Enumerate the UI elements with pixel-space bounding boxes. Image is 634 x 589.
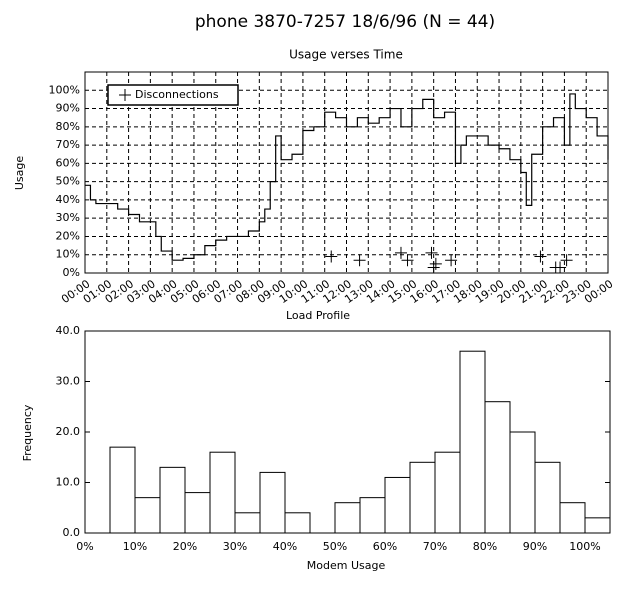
x-tick-label: 90%	[523, 540, 547, 553]
x-tick-label: 20%	[173, 540, 197, 553]
x-tick-label: 60%	[373, 540, 397, 553]
x-tick-label: 0%	[76, 540, 93, 553]
histogram-bar	[159, 466, 186, 534]
x-tick-label: 80%	[473, 540, 497, 553]
y-tick-label: 50%	[56, 175, 80, 188]
chart-title: Usage verses Time	[289, 48, 403, 62]
page-title: phone 3870-7257 18/6/96 (N = 44)	[195, 12, 495, 32]
disconnection-marker	[534, 250, 547, 263]
histogram-bar	[259, 471, 286, 534]
y-tick-label: 90%	[56, 102, 80, 115]
x-tick-label: 30%	[223, 540, 247, 553]
y-tick-label: 20.0	[56, 425, 81, 438]
histogram-bar	[184, 492, 211, 534]
histogram-bar	[284, 512, 311, 534]
disconnection-marker	[425, 246, 438, 259]
y-tick-label: 20%	[56, 229, 80, 242]
disconnection-marker	[560, 254, 573, 267]
legend-label: Disconnections	[135, 88, 219, 101]
histogram-bar	[434, 451, 461, 534]
histogram-bar	[334, 502, 361, 534]
histogram-bar	[459, 350, 486, 534]
disconnection-marker	[427, 261, 440, 274]
x-axis-label: Modem Usage	[307, 559, 386, 572]
histogram-bar	[484, 401, 511, 534]
x-tick-label: 40%	[273, 540, 297, 553]
histogram-bar	[384, 476, 411, 534]
disconnection-marker	[554, 261, 567, 274]
y-tick-label: 40%	[56, 193, 80, 206]
y-tick-label: 0.0	[63, 526, 81, 539]
x-tick-label: 50%	[323, 540, 347, 553]
y-tick-label: 30.0	[56, 375, 81, 388]
disconnection-marker	[394, 246, 407, 259]
x-tick-label: 70%	[423, 540, 447, 553]
y-tick-label: 30%	[56, 211, 80, 224]
histogram-bar	[134, 497, 161, 534]
histogram-bar	[109, 446, 136, 534]
histogram-bar	[509, 431, 536, 534]
y-tick-label: 60%	[56, 156, 80, 169]
histogram-bar	[559, 502, 586, 534]
y-tick-label: 100%	[49, 83, 80, 96]
histogram-bar	[234, 512, 261, 534]
y-axis-label: Usage	[13, 156, 26, 191]
disconnection-marker	[445, 254, 458, 267]
y-tick-label: 10.0	[56, 476, 81, 489]
disconnection-marker	[429, 257, 442, 270]
y-tick-label: 80%	[56, 120, 80, 133]
y-axis-label: Frequency	[21, 404, 34, 461]
y-tick-label: 10%	[56, 248, 80, 261]
y-tick-label: 40.0	[56, 324, 81, 337]
histogram-bar	[534, 461, 561, 534]
disconnection-marker	[401, 254, 414, 267]
usage-line	[85, 93, 609, 261]
disconnection-marker	[325, 250, 338, 263]
legend-box	[107, 84, 239, 106]
y-tick-label: 0%	[63, 266, 80, 279]
histogram-bar	[409, 461, 436, 534]
x-tick-label: 10%	[123, 540, 147, 553]
histogram-bar	[359, 497, 386, 534]
y-tick-label: 70%	[56, 138, 80, 151]
x-axis-label: Load Profile	[286, 309, 350, 322]
histogram-bar	[584, 517, 611, 534]
legend-marker	[119, 89, 131, 101]
disconnection-marker	[353, 254, 366, 267]
histogram-bar	[209, 451, 236, 534]
x-tick-label: 100%	[569, 540, 600, 553]
